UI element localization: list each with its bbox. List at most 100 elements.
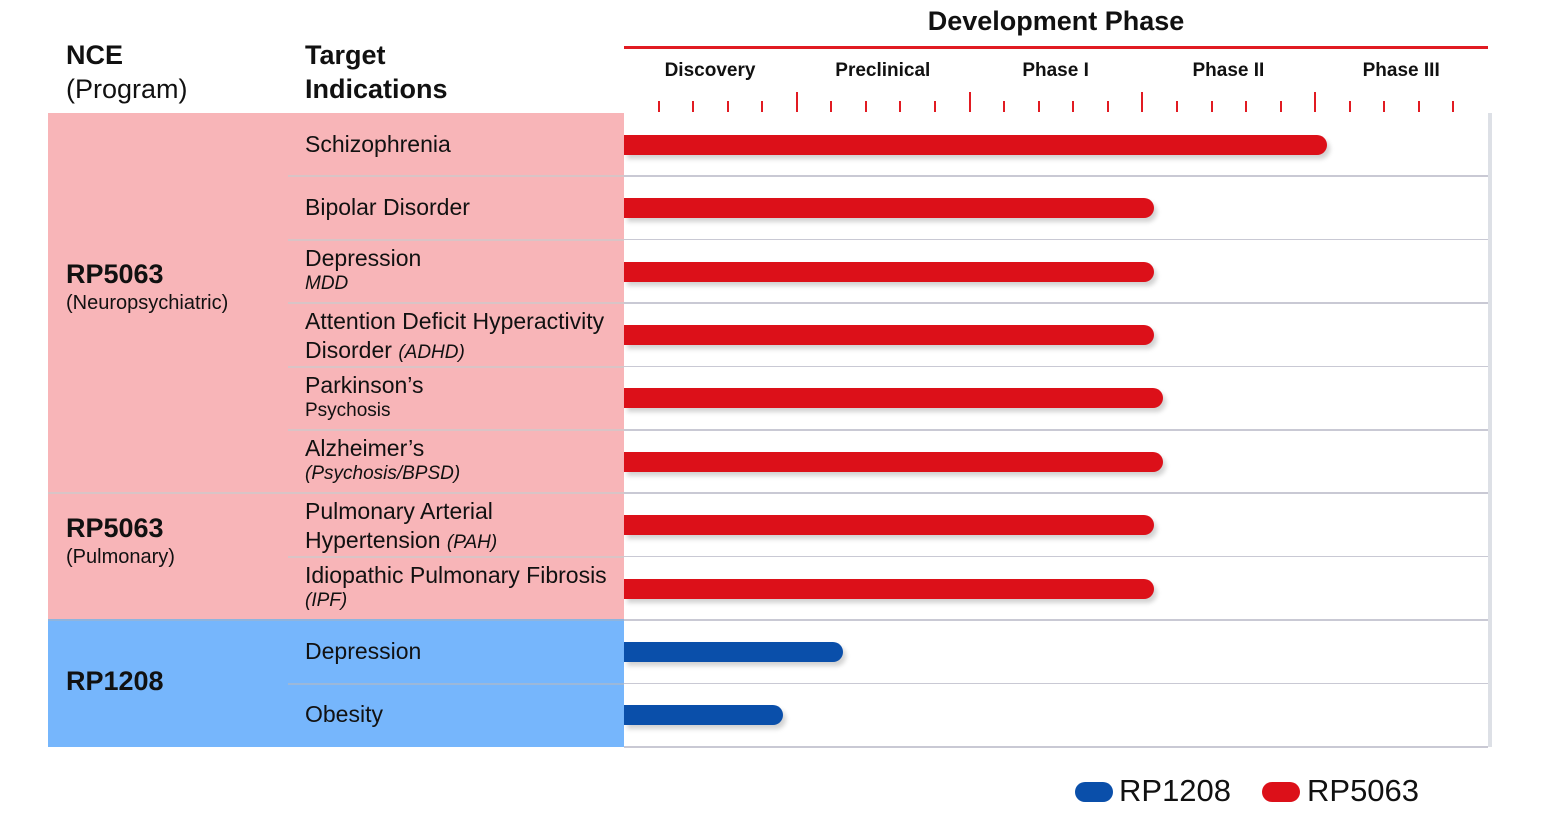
program-subtitle: (Neuropsychiatric): [66, 292, 229, 315]
chart-row-separator: [624, 682, 1488, 685]
legend-label: RP5063: [1307, 773, 1420, 808]
minor-tick: [657, 101, 660, 112]
row-separator: [288, 429, 624, 431]
target-header-line1: Target: [305, 40, 386, 70]
minor-tick: [761, 101, 764, 112]
indication-name: Pulmonary Arterial: [305, 498, 493, 525]
minor-tick: [1072, 101, 1075, 112]
indication-label: Schizophrenia: [305, 130, 625, 159]
phase-bar-rp5063: [624, 198, 1155, 219]
minor-tick: [692, 101, 695, 112]
minor-tick: [726, 101, 729, 112]
chart-row-separator: [624, 302, 1488, 304]
minor-tick: [1417, 101, 1420, 112]
row-separator: [288, 302, 624, 305]
indication-abbrev: (PAH): [446, 532, 498, 554]
indication-name: Attention Deficit Hyperactivity: [305, 308, 605, 335]
indication-label: Attention Deficit Hyperactivity Disorder …: [305, 307, 625, 367]
minor-tick: [1383, 101, 1386, 112]
phase-label: Phase III: [1362, 60, 1440, 81]
minor-tick: [1037, 101, 1040, 112]
indication-name: Parkinson’s: [305, 371, 424, 398]
target-indications-header: Target Indications: [305, 38, 605, 106]
phase-bar-rp5063: [624, 134, 1328, 155]
minor-tick: [1003, 101, 1006, 112]
major-tick: [1141, 92, 1144, 112]
indication-label: Depression: [305, 637, 625, 666]
row-separator: [288, 238, 624, 241]
indication-label: Idiopathic Pulmonary Fibrosis (IPF): [305, 561, 625, 612]
chart-row-separator: [624, 238, 1488, 241]
indication-label: Depression MDD: [305, 244, 625, 295]
row-separator: [288, 175, 624, 178]
phase-bar-rp5063: [624, 261, 1155, 282]
minor-tick: [1106, 101, 1109, 112]
chart-right-edge: [1488, 113, 1492, 747]
chart-row-separator: [624, 746, 1488, 748]
phase-label: Phase I: [1022, 60, 1089, 81]
phase-label: Preclinical: [835, 60, 931, 81]
phase-bar-rp5063: [624, 451, 1164, 472]
phase-bar-rp5063: [624, 578, 1155, 599]
row-separator: [288, 682, 624, 685]
row-separator: [288, 555, 624, 558]
minor-tick: [1452, 101, 1455, 112]
indication-name: Depression: [305, 637, 422, 664]
phase-bar-rp5063: [624, 324, 1155, 345]
program-name: RP5063: [66, 259, 164, 290]
indication-name-line2: Hypertension (PAH): [305, 526, 625, 557]
chart-row-separator: [624, 365, 1488, 368]
legend-swatch-rp1208: [1075, 782, 1113, 802]
indication-name: Schizophrenia: [305, 130, 451, 157]
major-tick: [1314, 92, 1317, 112]
phase-bar-rp5063: [624, 388, 1164, 409]
minor-tick: [1279, 101, 1282, 112]
minor-tick: [864, 101, 867, 112]
nce-header-line1: NCE: [66, 40, 124, 70]
chart-row-separator: [624, 492, 1488, 494]
target-header-line2: Indications: [305, 74, 448, 104]
indication-abbrev: (ADHD): [398, 342, 465, 364]
nce-header: NCE (Program): [66, 38, 266, 106]
phase-bar-rp1208: [624, 641, 844, 662]
chart-row-separator: [624, 555, 1488, 558]
chart-row-separator: [624, 619, 1488, 621]
minor-tick: [1210, 101, 1213, 112]
major-tick: [968, 92, 971, 112]
indication-label: Obesity: [305, 700, 625, 729]
phase-header-rule: [624, 46, 1488, 49]
chart-row-separator: [624, 429, 1488, 431]
indication-label: Alzheimer’s (Psychosis/BPSD): [305, 434, 625, 485]
indication-name-cont: Disorder: [305, 337, 399, 364]
indication-label: Pulmonary Arterial Hypertension (PAH): [305, 497, 625, 557]
indication-label: Bipolar Disorder: [305, 193, 625, 222]
row-separator: [288, 365, 624, 368]
minor-tick: [1348, 101, 1351, 112]
indication-name: Idiopathic Pulmonary Fibrosis: [305, 561, 607, 588]
minor-tick: [1175, 101, 1178, 112]
indication-subtitle: (Psychosis/BPSD): [305, 463, 461, 484]
phase-label: Phase II: [1192, 60, 1265, 81]
program-divider: [48, 619, 624, 622]
phase-bar-rp1208: [624, 705, 783, 726]
phase-bar-rp5063: [624, 515, 1155, 536]
program-name: RP1208: [66, 665, 164, 696]
legend-label: RP1208: [1119, 773, 1232, 808]
development-phase-title: Development Phase: [927, 6, 1185, 36]
indication-name-cont: Hypertension: [305, 527, 447, 554]
nce-header-line2: (Program): [66, 74, 188, 104]
indication-name: Alzheimer’s: [305, 435, 425, 461]
program-divider: [48, 492, 624, 495]
major-tick: [795, 92, 798, 112]
phase-label: Discovery: [664, 60, 756, 81]
program-subtitle: (Pulmonary): [66, 545, 175, 568]
minor-tick: [830, 101, 833, 112]
indication-name: Obesity: [305, 701, 383, 728]
legend-swatch-rp5063: [1262, 782, 1300, 802]
program-name: RP5063: [66, 512, 164, 543]
minor-tick: [1245, 101, 1248, 112]
indication-subtitle: Psychosis: [305, 399, 391, 421]
minor-tick: [899, 101, 902, 112]
chart-row-separator: [624, 175, 1488, 177]
indication-name-line2: Disorder (ADHD): [305, 336, 625, 367]
